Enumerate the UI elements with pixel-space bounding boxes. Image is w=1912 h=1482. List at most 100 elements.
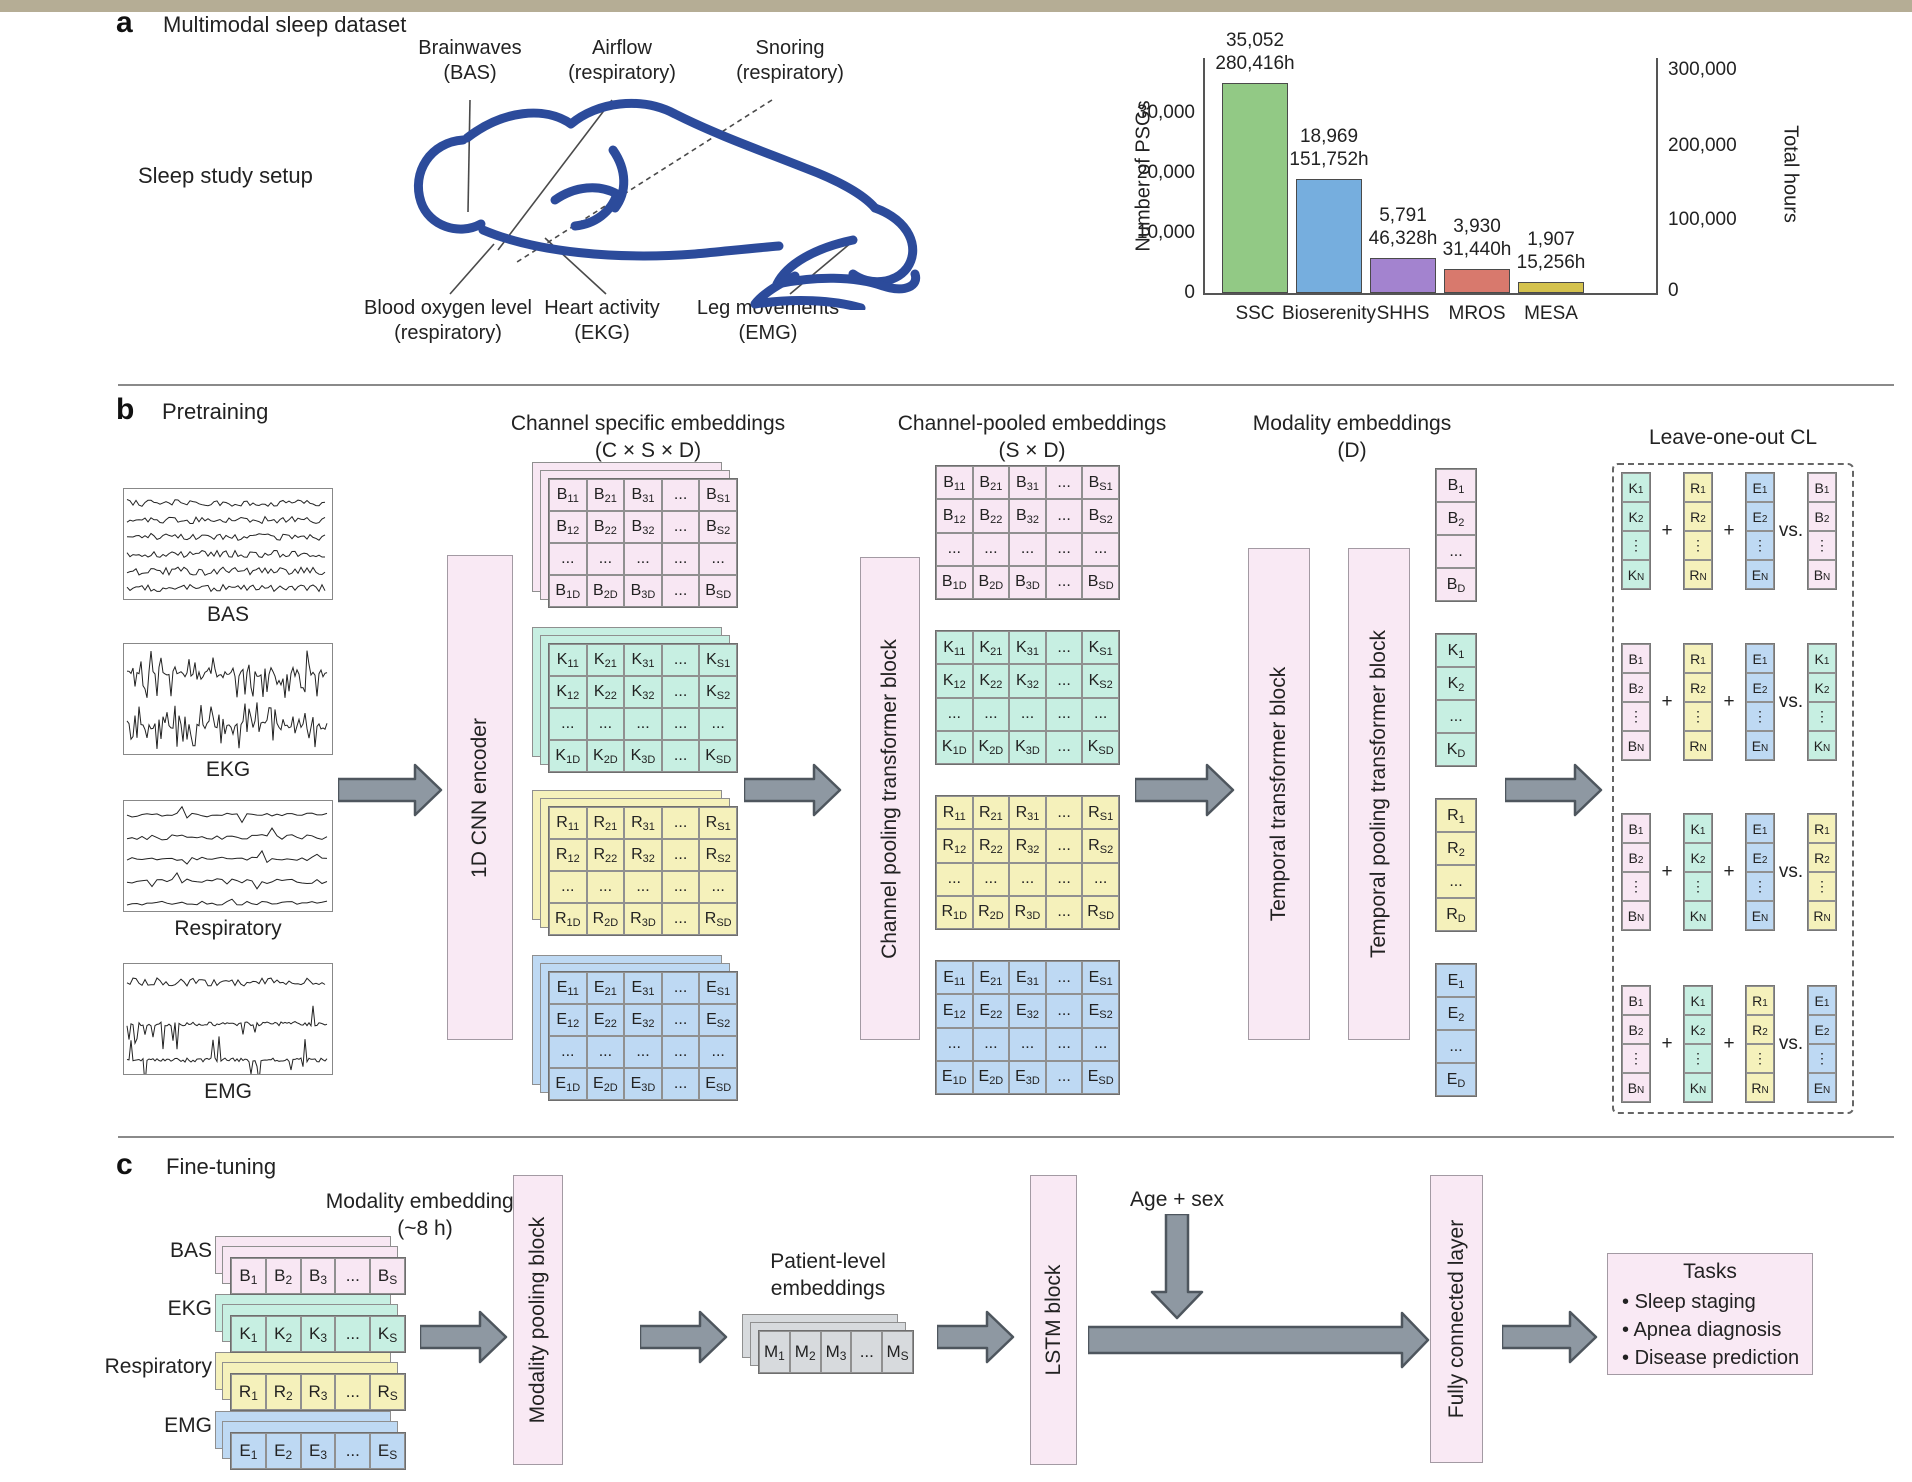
- matrix-cell: K 21: [586, 644, 625, 676]
- channel-specific-matrix-r: R 11 R 21 R 31... R S1 R 12 R 22 R 32... R S2..........…: [532, 790, 738, 936]
- matrix-cell: R S1: [1082, 796, 1119, 830]
- matrix-cell: ...: [1436, 535, 1476, 568]
- matrix-cell: E SD: [1082, 1060, 1119, 1094]
- signal-box-emg: [123, 963, 333, 1086]
- matrix-cell: ...: [661, 708, 700, 740]
- matrix-cell: E 11: [936, 961, 973, 995]
- signal-label-respiratory: Respiratory: [174, 917, 282, 940]
- matrix-cell: ...: [624, 708, 662, 740]
- matrix-cell: K 21: [972, 631, 1010, 665]
- matrix-cell: E 21: [586, 972, 625, 1004]
- matrix-cell: B 22: [972, 499, 1010, 533]
- matrix-cell: ...: [1045, 895, 1083, 929]
- matrix-cell: E 2D: [586, 1068, 625, 1100]
- matrix-cell: K S1: [699, 644, 737, 676]
- matrix-cell: B 3D: [1009, 565, 1046, 599]
- matrix-cell: K 22: [972, 664, 1010, 698]
- matrix-cell: B 32: [1009, 499, 1046, 533]
- matrix-cell: B S1: [1082, 466, 1119, 500]
- matrix-cell: ...: [699, 871, 737, 903]
- cl-cell: ⋮: [1622, 702, 1650, 731]
- matrix-cell: B 11: [936, 466, 973, 500]
- left-axis-line: [1203, 58, 1205, 294]
- right-axis-label: Total hours: [1779, 125, 1802, 223]
- header-modality-embeddings-c: Modality embeddings (~8 h): [325, 1190, 525, 1240]
- matrix-cell: ...: [1436, 1030, 1476, 1063]
- plus-operator: +: [1661, 1033, 1673, 1054]
- matrix-cell: ...: [661, 511, 700, 543]
- x-axis-line: [1203, 293, 1658, 295]
- matrix-cell: K 1D: [936, 730, 973, 764]
- signal-label-emg: EMG: [204, 1080, 252, 1103]
- signal-box-ekg: [123, 643, 333, 755]
- matrix-cell: ...: [1045, 499, 1083, 533]
- arrow-right-icon: [1088, 1311, 1430, 1369]
- matrix-cell: B S2: [699, 511, 737, 543]
- cl-group-3: B 1 B 2 ⋮ B N + K 1 K 2 ⋮ K N + E 1 E 2 ⋮ E N vs. R 1 R 2 ⋮ R N: [1621, 813, 1839, 931]
- block-1d-cnn-encoder: 1D CNN encoder: [447, 555, 513, 1040]
- matrix-cell: R SD: [699, 903, 737, 935]
- matrix-cell: ...: [1045, 961, 1083, 995]
- matrix-cell: ...: [661, 807, 700, 839]
- matrix-cell: E 22: [586, 1004, 625, 1036]
- bar-shhs: 5,791 46,328h: [1369, 60, 1437, 293]
- cl-group-2: B 1 B 2 ⋮ B N + R 1 R 2 ⋮ R N + E 1 E 2 ⋮ E N vs. K 1 K 2 ⋮ K N: [1621, 643, 1839, 761]
- matrix-cell: B 12: [549, 511, 587, 543]
- matrix-cell: R 22: [586, 839, 625, 871]
- matrix-cell: B 1D: [549, 575, 587, 607]
- panel-c-title: Fine-tuning: [166, 1154, 277, 1179]
- plus-operator: +: [1723, 520, 1735, 541]
- matrix-cell: K 22: [586, 676, 625, 708]
- matrix-cell: K 11: [936, 631, 973, 665]
- cl-group-4: B 1 B 2 ⋮ B N + K 1 K 2 ⋮ K N + R 1 R 2 ⋮ R N vs. E 1 E 2 ⋮ E N: [1621, 985, 1839, 1103]
- matrix-cell: R S2: [699, 839, 737, 871]
- matrix-cell: B 21: [586, 479, 625, 511]
- block-channel-pooling-transformer: Channel pooling transformer block: [860, 557, 920, 1040]
- matrix-cell: K 31: [624, 644, 662, 676]
- bar-bioserenity: 18,969 151,752h: [1289, 60, 1369, 293]
- matrix-cell: E 3D: [624, 1068, 662, 1100]
- block-temporal-pooling-transformer: Temporal pooling transformer block: [1348, 548, 1410, 1040]
- matrix-cell: ...: [936, 1027, 973, 1061]
- matrix-cell: E 12: [549, 1004, 587, 1036]
- matrix-cell: ...: [624, 871, 662, 903]
- matrix-cell: ...: [1045, 664, 1083, 698]
- row-label-bas: BAS: [169, 1239, 212, 1262]
- matrix-cell: ...: [549, 708, 587, 740]
- matrix-cell: ...: [1082, 697, 1119, 731]
- category-ssc: SSC: [1235, 303, 1275, 324]
- matrix-cell: ...: [661, 1068, 700, 1100]
- bar-mros: 3,930 31,440h: [1443, 60, 1511, 293]
- matrix-cell: ...: [1045, 994, 1083, 1028]
- matrix-cell: ...: [1045, 862, 1083, 896]
- matrix-cell: ...: [936, 697, 973, 731]
- channel-pooled-matrix-e: E 11 E 21 E 31... E S1 E 12 E 22 E 32... E S2..........…: [935, 960, 1120, 1095]
- matrix-cell: ...: [586, 871, 625, 903]
- matrix-cell: B 31: [1009, 466, 1046, 500]
- matrix-cell: ...: [661, 479, 700, 511]
- matrix-cell: ...: [661, 1036, 700, 1068]
- arrow-right-icon: [1502, 1310, 1598, 1364]
- matrix-cell: ...: [661, 740, 700, 772]
- page-top-strip: [0, 0, 1912, 12]
